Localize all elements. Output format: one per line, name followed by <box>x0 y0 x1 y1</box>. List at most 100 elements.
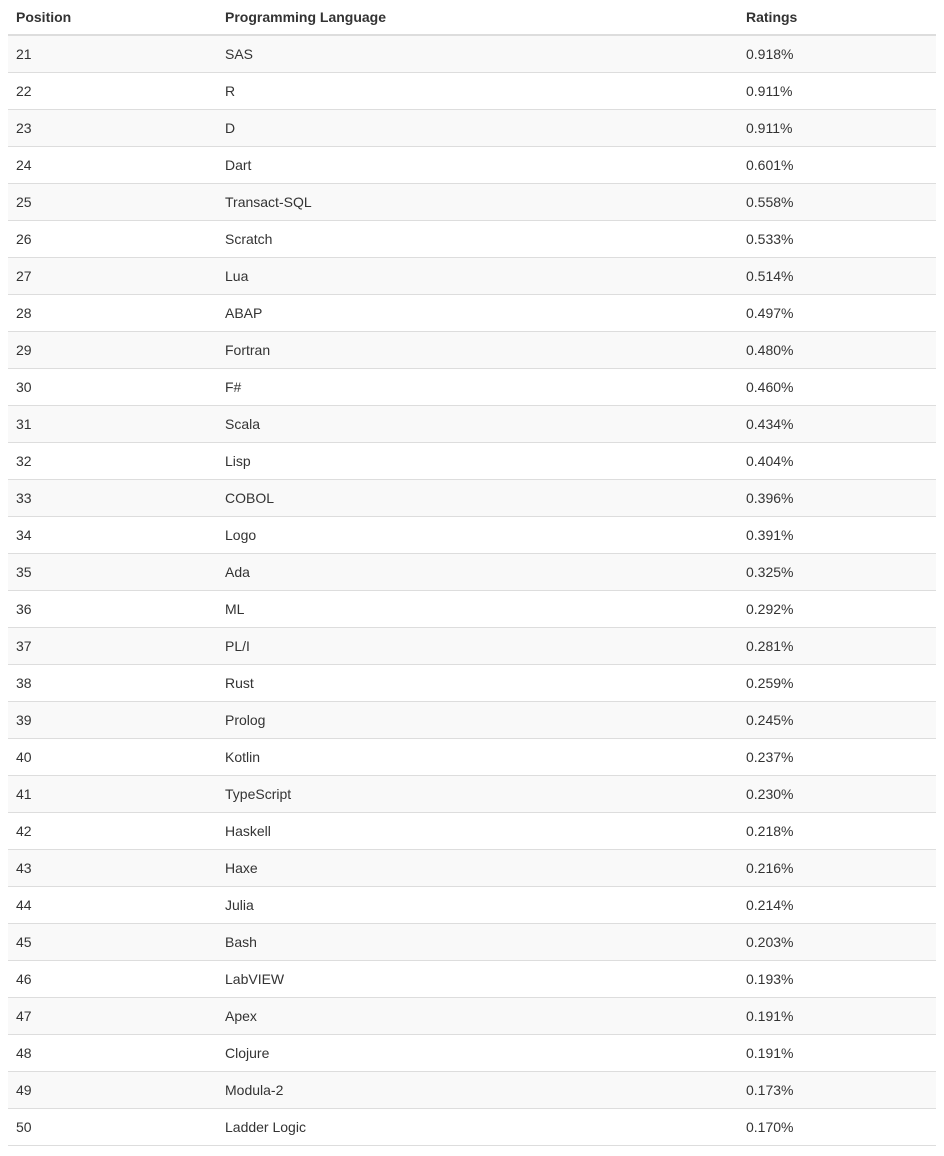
cell-rating: 0.601% <box>738 146 936 184</box>
table-row: 27 Lua 0.514% <box>8 257 936 295</box>
cell-position: 42 <box>8 812 217 850</box>
cell-position: 38 <box>8 664 217 702</box>
table-row: 49 Modula-2 0.173% <box>8 1071 936 1109</box>
cell-position: 25 <box>8 183 217 221</box>
cell-position: 34 <box>8 516 217 554</box>
cell-rating: 0.170% <box>738 1108 936 1146</box>
cell-language: Clojure <box>217 1034 738 1072</box>
cell-rating: 0.391% <box>738 516 936 554</box>
cell-rating: 0.259% <box>738 664 936 702</box>
cell-position: 23 <box>8 109 217 147</box>
table-row: 24 Dart 0.601% <box>8 146 936 184</box>
cell-rating: 0.911% <box>738 109 936 147</box>
table-row: 41 TypeScript 0.230% <box>8 775 936 813</box>
cell-language: Ada <box>217 553 738 591</box>
cell-language: Apex <box>217 997 738 1035</box>
cell-language: Rust <box>217 664 738 702</box>
table-row: 25 Transact-SQL 0.558% <box>8 183 936 221</box>
cell-rating: 0.214% <box>738 886 936 924</box>
cell-language: Lua <box>217 257 738 295</box>
cell-language: TypeScript <box>217 775 738 813</box>
cell-language: D <box>217 109 738 147</box>
ratings-table: Position Programming Language Ratings 21… <box>8 0 936 1146</box>
cell-position: 32 <box>8 442 217 480</box>
cell-rating: 0.203% <box>738 923 936 961</box>
cell-rating: 0.191% <box>738 997 936 1035</box>
cell-rating: 0.514% <box>738 257 936 295</box>
header-position: Position <box>8 0 217 36</box>
cell-position: 47 <box>8 997 217 1035</box>
cell-rating: 0.281% <box>738 627 936 665</box>
table-row: 46 LabVIEW 0.193% <box>8 960 936 998</box>
cell-language: Logo <box>217 516 738 554</box>
cell-rating: 0.230% <box>738 775 936 813</box>
cell-rating: 0.245% <box>738 701 936 739</box>
table-row: 43 Haxe 0.216% <box>8 849 936 887</box>
cell-position: 48 <box>8 1034 217 1072</box>
table-row: 22 R 0.911% <box>8 72 936 110</box>
header-ratings: Ratings <box>738 0 936 36</box>
cell-language: Fortran <box>217 331 738 369</box>
cell-rating: 0.292% <box>738 590 936 628</box>
cell-position: 41 <box>8 775 217 813</box>
cell-rating: 0.237% <box>738 738 936 776</box>
cell-rating: 0.193% <box>738 960 936 998</box>
cell-language: Prolog <box>217 701 738 739</box>
cell-language: Julia <box>217 886 738 924</box>
cell-position: 29 <box>8 331 217 369</box>
cell-rating: 0.434% <box>738 405 936 443</box>
table-row: 37 PL/I 0.281% <box>8 627 936 665</box>
cell-position: 24 <box>8 146 217 184</box>
cell-position: 26 <box>8 220 217 258</box>
table-row: 30 F# 0.460% <box>8 368 936 406</box>
cell-language: Modula-2 <box>217 1071 738 1109</box>
table-row: 44 Julia 0.214% <box>8 886 936 924</box>
cell-rating: 0.558% <box>738 183 936 221</box>
table-row: 26 Scratch 0.533% <box>8 220 936 258</box>
cell-rating: 0.911% <box>738 72 936 110</box>
table-row: 21 SAS 0.918% <box>8 34 936 73</box>
cell-rating: 0.533% <box>738 220 936 258</box>
cell-language: R <box>217 72 738 110</box>
table-row: 23 D 0.911% <box>8 109 936 147</box>
table-row: 29 Fortran 0.480% <box>8 331 936 369</box>
cell-rating: 0.325% <box>738 553 936 591</box>
cell-position: 33 <box>8 479 217 517</box>
cell-position: 44 <box>8 886 217 924</box>
table-row: 38 Rust 0.259% <box>8 664 936 702</box>
table-row: 42 Haskell 0.218% <box>8 812 936 850</box>
cell-position: 27 <box>8 257 217 295</box>
table-row: 36 ML 0.292% <box>8 590 936 628</box>
cell-language: Dart <box>217 146 738 184</box>
cell-position: 28 <box>8 294 217 332</box>
cell-language: Kotlin <box>217 738 738 776</box>
cell-language: PL/I <box>217 627 738 665</box>
table-row: 45 Bash 0.203% <box>8 923 936 961</box>
cell-language: SAS <box>217 34 738 73</box>
table-row: 40 Kotlin 0.237% <box>8 738 936 776</box>
cell-language: Transact-SQL <box>217 183 738 221</box>
table-header-row: Position Programming Language Ratings <box>8 0 936 36</box>
cell-language: Haxe <box>217 849 738 887</box>
cell-position: 22 <box>8 72 217 110</box>
cell-rating: 0.173% <box>738 1071 936 1109</box>
cell-language: Lisp <box>217 442 738 480</box>
cell-position: 30 <box>8 368 217 406</box>
table-row: 50 Ladder Logic 0.170% <box>8 1108 936 1146</box>
table-row: 31 Scala 0.434% <box>8 405 936 443</box>
cell-rating: 0.191% <box>738 1034 936 1072</box>
cell-position: 43 <box>8 849 217 887</box>
table-row: 28 ABAP 0.497% <box>8 294 936 332</box>
header-language: Programming Language <box>217 0 738 36</box>
cell-language: LabVIEW <box>217 960 738 998</box>
table-row: 34 Logo 0.391% <box>8 516 936 554</box>
cell-rating: 0.218% <box>738 812 936 850</box>
cell-language: Haskell <box>217 812 738 850</box>
cell-position: 31 <box>8 405 217 443</box>
cell-language: Scala <box>217 405 738 443</box>
cell-language: Scratch <box>217 220 738 258</box>
cell-position: 49 <box>8 1071 217 1109</box>
cell-language: Ladder Logic <box>217 1108 738 1146</box>
cell-rating: 0.216% <box>738 849 936 887</box>
table-row: 32 Lisp 0.404% <box>8 442 936 480</box>
